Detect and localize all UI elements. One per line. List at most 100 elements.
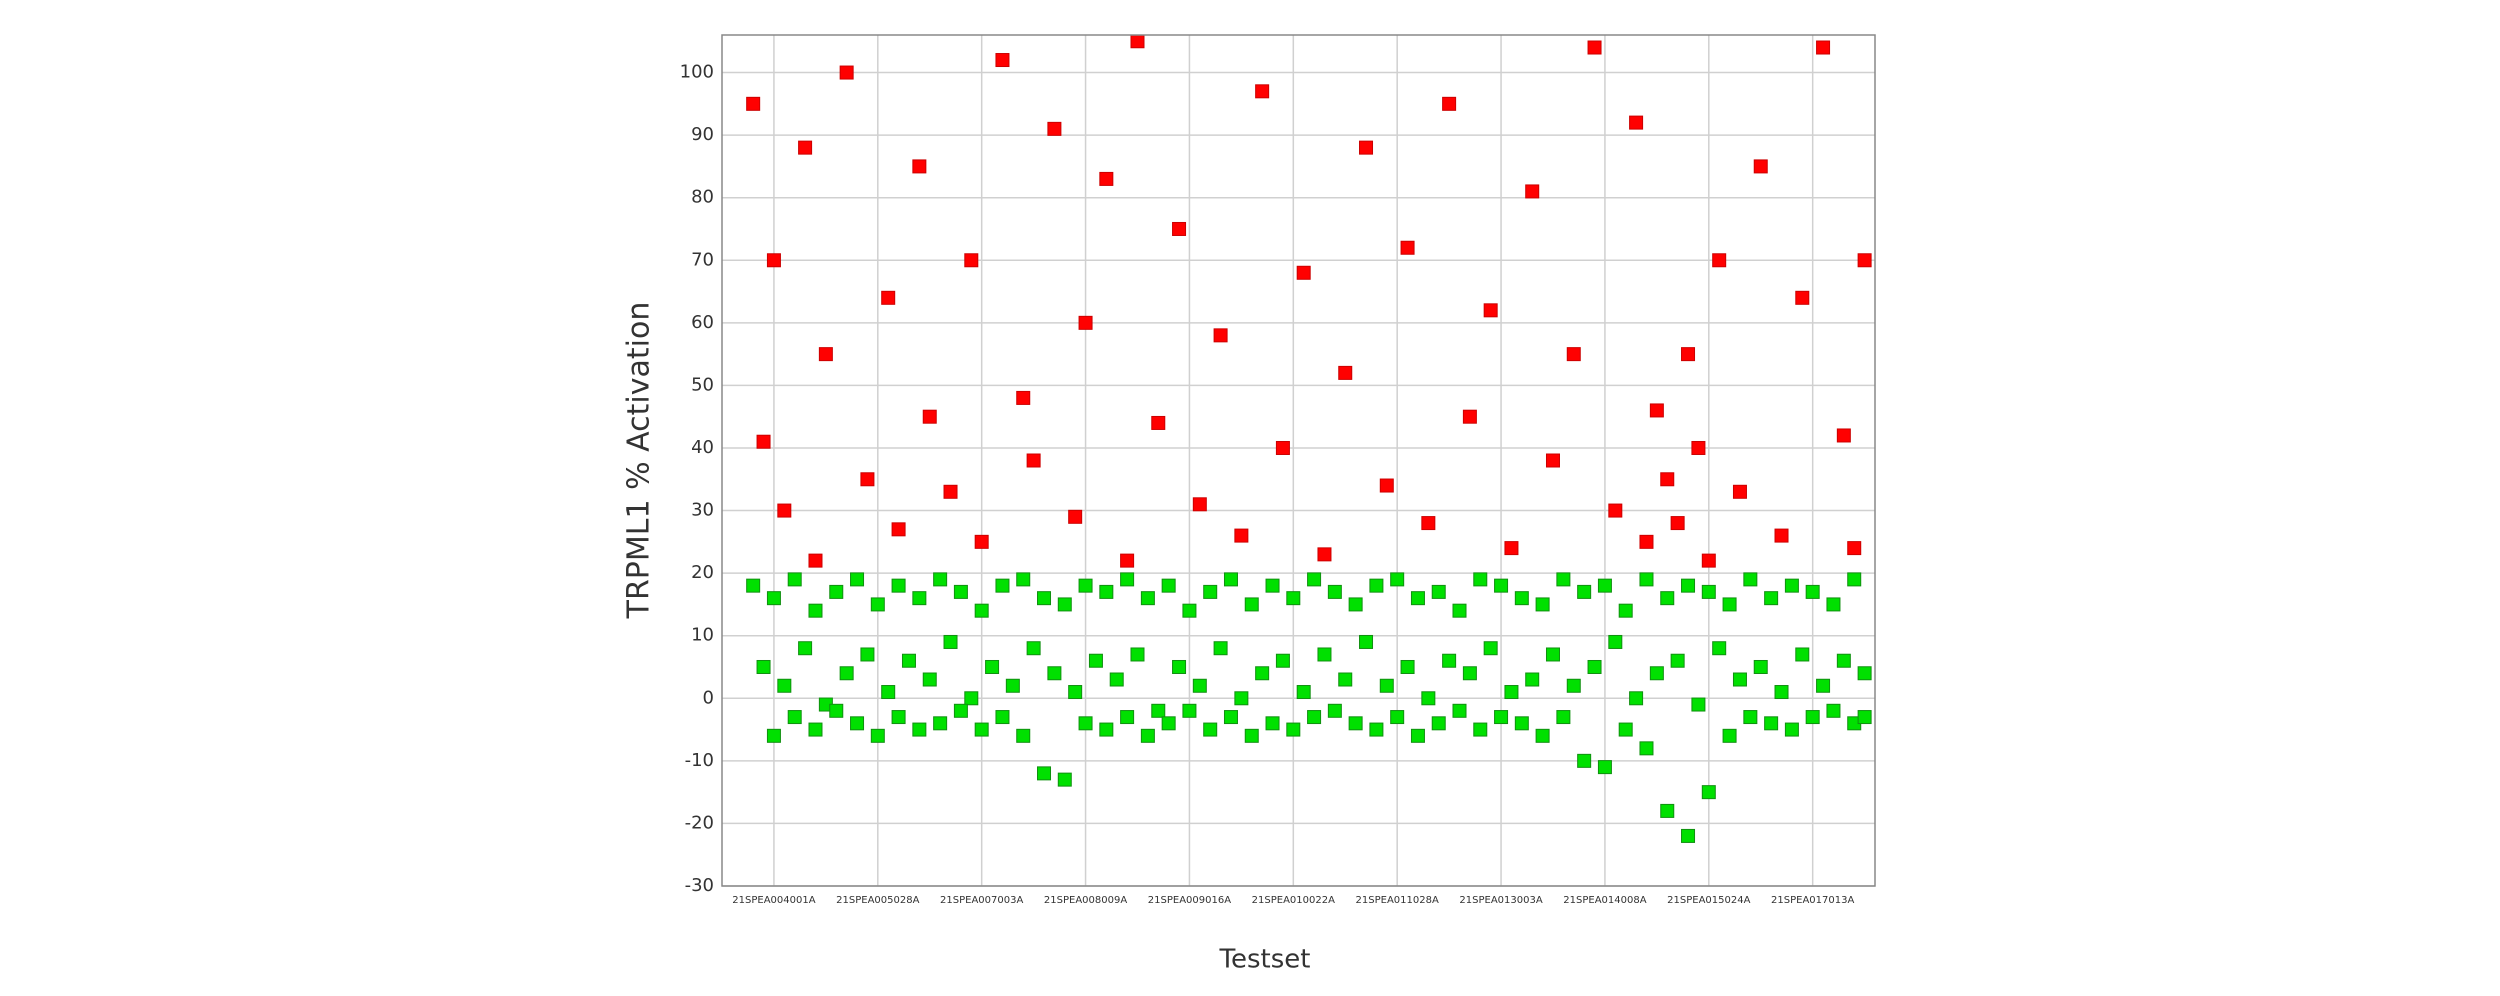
point — [850, 572, 865, 587]
point — [798, 140, 813, 155]
point — [1473, 572, 1488, 587]
point — [1400, 240, 1415, 255]
point — [1286, 591, 1301, 606]
point — [860, 647, 875, 662]
point — [1618, 603, 1633, 618]
point — [1816, 678, 1831, 693]
point — [1681, 578, 1696, 593]
point — [1504, 685, 1519, 700]
point — [1774, 685, 1789, 700]
point — [1327, 584, 1342, 599]
point — [1317, 547, 1332, 562]
point — [1452, 703, 1467, 718]
point — [1545, 453, 1560, 468]
point — [1514, 591, 1529, 606]
point — [1369, 722, 1384, 737]
point — [1037, 766, 1052, 781]
x-tick-label: 21SPEA015024A — [1667, 895, 1750, 906]
point — [1068, 685, 1083, 700]
point — [1286, 722, 1301, 737]
point — [1597, 760, 1612, 775]
point — [777, 503, 792, 518]
point — [1296, 265, 1311, 280]
point — [1504, 541, 1519, 556]
point — [1037, 591, 1052, 606]
point — [870, 597, 885, 612]
point — [1795, 290, 1810, 305]
point — [1172, 221, 1187, 236]
point — [1701, 785, 1716, 800]
point — [1265, 716, 1280, 731]
point — [881, 290, 896, 305]
point — [953, 703, 968, 718]
x-tick-label: 21SPEA007003A — [940, 895, 1023, 906]
point — [1390, 572, 1405, 587]
point — [1379, 678, 1394, 693]
point — [1327, 703, 1342, 718]
point — [1130, 35, 1145, 49]
point — [1151, 415, 1166, 430]
point — [1317, 647, 1332, 662]
point — [1732, 672, 1747, 687]
point — [1514, 716, 1529, 731]
point — [1234, 691, 1249, 706]
point — [1649, 666, 1664, 681]
y-tick-label: -20 — [685, 812, 714, 833]
point — [1670, 516, 1685, 531]
point — [1255, 84, 1270, 99]
plot-area — [722, 35, 1875, 886]
point — [1701, 584, 1716, 599]
point — [1639, 534, 1654, 549]
point — [1057, 597, 1072, 612]
point — [1203, 584, 1218, 599]
point — [1660, 472, 1675, 487]
point — [1120, 572, 1135, 587]
x-tick-label: 21SPEA005028A — [836, 895, 919, 906]
point — [1826, 703, 1841, 718]
point — [818, 347, 833, 362]
point — [1348, 716, 1363, 731]
point — [1421, 516, 1436, 531]
point — [1712, 253, 1727, 268]
point — [808, 553, 823, 568]
point — [891, 522, 906, 537]
point — [1712, 641, 1727, 656]
point — [766, 591, 781, 606]
point — [1400, 659, 1415, 674]
point — [1660, 591, 1675, 606]
point — [1639, 572, 1654, 587]
point — [1442, 653, 1457, 668]
point — [1743, 572, 1758, 587]
points — [746, 35, 1872, 843]
point — [1421, 691, 1436, 706]
point — [1732, 484, 1747, 499]
point — [1587, 40, 1602, 55]
point — [1172, 659, 1187, 674]
point — [1359, 634, 1374, 649]
point — [1047, 121, 1062, 136]
x-axis-title: Testset — [1219, 945, 1311, 975]
x-tick-label: 21SPEA014008A — [1563, 895, 1646, 906]
point — [1338, 672, 1353, 687]
point — [974, 722, 989, 737]
point — [964, 691, 979, 706]
point — [1857, 666, 1872, 681]
point — [1452, 603, 1467, 618]
point — [1660, 803, 1675, 818]
point — [1265, 578, 1280, 593]
point — [933, 572, 948, 587]
point — [1307, 710, 1322, 725]
point — [1608, 503, 1623, 518]
point — [766, 728, 781, 743]
point — [1753, 159, 1768, 174]
point — [1016, 572, 1031, 587]
point — [787, 572, 802, 587]
point — [1857, 253, 1872, 268]
point — [1078, 578, 1093, 593]
point — [1359, 140, 1374, 155]
point — [1016, 728, 1031, 743]
y-tick-label: 0 — [703, 687, 714, 708]
y-tick-label: 20 — [691, 562, 714, 583]
point — [1120, 710, 1135, 725]
